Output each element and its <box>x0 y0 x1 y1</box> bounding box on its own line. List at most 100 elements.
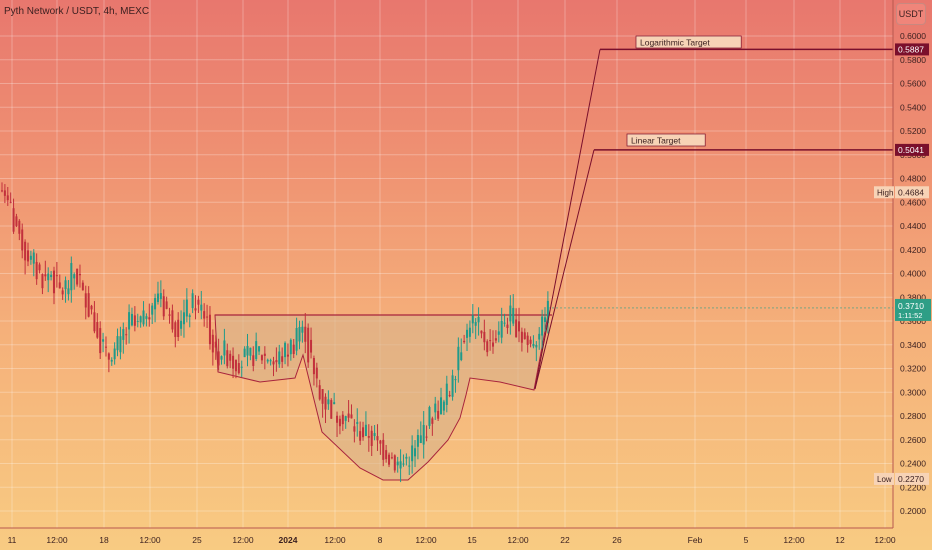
candle <box>174 322 177 337</box>
candle <box>315 367 318 379</box>
time-axis: 11 12:00 18 12:00 25 12:00 2024 12:00 8 12:00 15 12… <box>0 527 896 545</box>
x-tick-label: 12:00 <box>232 535 254 545</box>
candle <box>359 431 362 441</box>
y-tick-label: 0.2800 <box>900 411 926 421</box>
y-tick-label: 0.5600 <box>900 79 926 89</box>
lin-target-price-badge <box>895 143 929 156</box>
candle <box>419 435 422 444</box>
candle <box>58 282 61 289</box>
candle <box>497 331 500 335</box>
candle <box>373 433 376 437</box>
candle <box>0 190 4 192</box>
candle <box>229 353 232 361</box>
candle <box>220 356 223 360</box>
y-tick-label: 0.3200 <box>900 364 926 374</box>
log-target-rise <box>534 49 601 390</box>
candle <box>471 315 474 324</box>
cup-and-handle-pattern <box>214 314 552 481</box>
candle <box>336 415 339 423</box>
y-tick-label: 0.3600 <box>900 316 926 326</box>
candle <box>87 293 90 317</box>
high-marker-label: High <box>877 188 893 197</box>
target-lines: Logarithmic Target Linear Target <box>534 35 893 390</box>
candle <box>260 355 263 361</box>
candle <box>437 410 440 419</box>
candle <box>29 255 32 260</box>
x-tick-label: 5 <box>744 535 749 545</box>
high-marker-box <box>874 186 894 199</box>
candle <box>142 310 145 325</box>
candle <box>445 383 448 405</box>
candle <box>116 336 119 351</box>
candle <box>431 418 434 424</box>
candle <box>226 350 229 367</box>
x-tick-label: 12:00 <box>507 535 529 545</box>
candle <box>388 454 391 465</box>
candle <box>416 435 419 447</box>
candle <box>12 208 15 232</box>
candle <box>234 359 237 372</box>
x-tick-label: 12:00 <box>874 535 896 545</box>
candle <box>341 414 344 425</box>
candle <box>188 315 191 318</box>
candle <box>21 229 24 251</box>
y-tick-label: 0.3800 <box>900 292 926 302</box>
candle <box>211 334 214 353</box>
candle <box>292 344 295 355</box>
candle <box>55 275 58 277</box>
currency-button[interactable]: USDT <box>896 3 926 25</box>
candle <box>347 413 350 418</box>
candle <box>90 305 93 310</box>
candle <box>269 360 272 362</box>
lin-target-rise <box>534 149 595 390</box>
y-tick-label: 0.4600 <box>900 197 926 207</box>
current-price-badge <box>895 298 931 321</box>
y-tick-label: 0.5200 <box>900 126 926 136</box>
candle <box>491 342 495 347</box>
candle <box>298 327 301 342</box>
candle <box>151 305 154 315</box>
candle <box>180 320 183 329</box>
candle <box>110 359 113 362</box>
x-tick-label: 12:00 <box>415 535 437 545</box>
candle <box>338 418 341 427</box>
y-tick-label: 0.3000 <box>900 387 926 397</box>
candle <box>425 436 428 438</box>
candle <box>102 339 105 342</box>
candle <box>483 331 486 343</box>
candle <box>284 342 287 358</box>
candle <box>480 330 483 334</box>
candle <box>93 312 96 332</box>
candle <box>64 280 67 290</box>
candle <box>96 322 99 338</box>
candle <box>520 331 523 343</box>
candle <box>428 407 431 426</box>
candle <box>177 319 180 338</box>
candle <box>509 305 512 322</box>
low-price-badge <box>895 472 929 485</box>
candle <box>451 375 454 397</box>
y-tick-label: 0.5800 <box>900 55 926 65</box>
x-tick-label: 12:00 <box>783 535 805 545</box>
candle <box>61 290 64 295</box>
y-tick-label: 0.3400 <box>900 340 926 350</box>
candle <box>411 445 414 462</box>
x-tick-label: 11 <box>8 535 17 545</box>
candle <box>304 326 307 342</box>
candle <box>249 347 252 356</box>
candle <box>543 317 547 323</box>
candle <box>468 327 471 337</box>
candle <box>263 353 266 356</box>
candle <box>214 341 217 348</box>
candle <box>408 465 411 467</box>
linear-target-label: Linear Target <box>626 133 706 147</box>
x-tick-label: Feb <box>688 535 703 545</box>
y-tick-label: 0.2000 <box>900 506 926 516</box>
y-tick-label: 0.2400 <box>900 459 926 469</box>
candle <box>99 328 102 354</box>
candle <box>52 270 56 294</box>
candle <box>356 422 359 424</box>
candle <box>81 282 84 291</box>
candle <box>76 268 79 285</box>
